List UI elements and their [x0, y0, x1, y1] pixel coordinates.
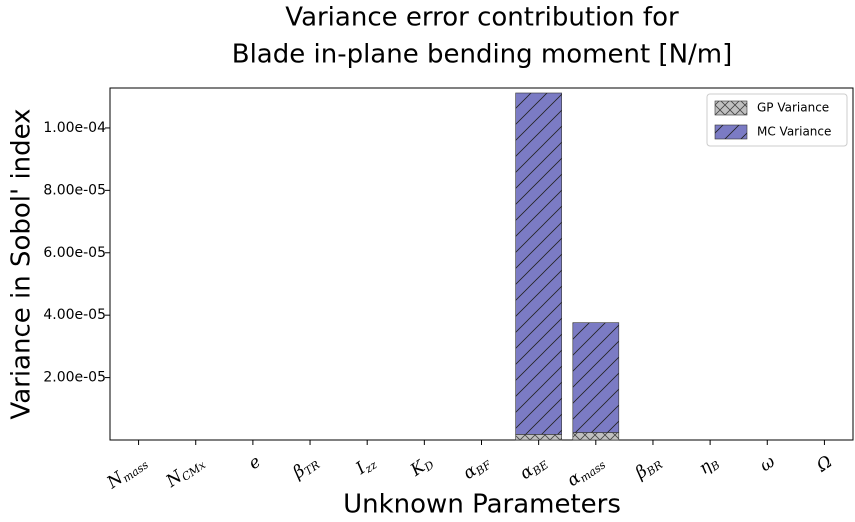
x-tick-label: Izz: [351, 451, 379, 480]
y-tick-label: 1.00e-04: [43, 120, 106, 136]
bar-hatch: [572, 322, 619, 433]
y-axis-label: Variance in Sobol' index: [7, 108, 37, 419]
chart-title: Blade in-plane bending moment [N/m]: [232, 40, 733, 70]
x-tick-label: βBR: [631, 451, 666, 484]
bar: [515, 434, 562, 441]
x-tick-label: Ω: [812, 451, 836, 476]
bar-hatch: [515, 434, 562, 440]
y-tick-label: 4.00e-05: [43, 307, 106, 323]
x-tick-label: αBF: [459, 451, 494, 484]
x-axis-label: Unknown Parameters: [343, 490, 621, 520]
y-tick-label: 8.00e-05: [43, 182, 106, 198]
chart-title: Variance error contribution for: [285, 3, 679, 33]
x-tick-label: e: [245, 451, 265, 473]
x-tick-label: αmass: [563, 451, 608, 492]
x-tick-label: αBE: [516, 451, 551, 484]
y-tick-label: 2.00e-05: [43, 370, 106, 386]
x-tick-label: Nmass: [102, 451, 151, 494]
y-tick-label: 6.00e-05: [43, 245, 106, 261]
x-tick-label: NCMx: [161, 451, 208, 493]
legend-swatch-hatch: [715, 125, 747, 139]
bar: [515, 92, 562, 435]
x-tick-label: KD: [406, 451, 437, 482]
bar-hatch: [572, 432, 619, 440]
legend-label: GP Variance: [757, 101, 829, 115]
legend-swatch-hatch: [715, 101, 747, 115]
x-tick-label: ω: [756, 451, 779, 475]
bar-hatch: [515, 92, 562, 435]
legend-label: MC Variance: [757, 125, 831, 139]
bar: [572, 322, 620, 433]
bar: [572, 432, 620, 441]
x-tick-label: βTR: [288, 451, 322, 484]
x-tick-label: ηB: [695, 451, 722, 479]
